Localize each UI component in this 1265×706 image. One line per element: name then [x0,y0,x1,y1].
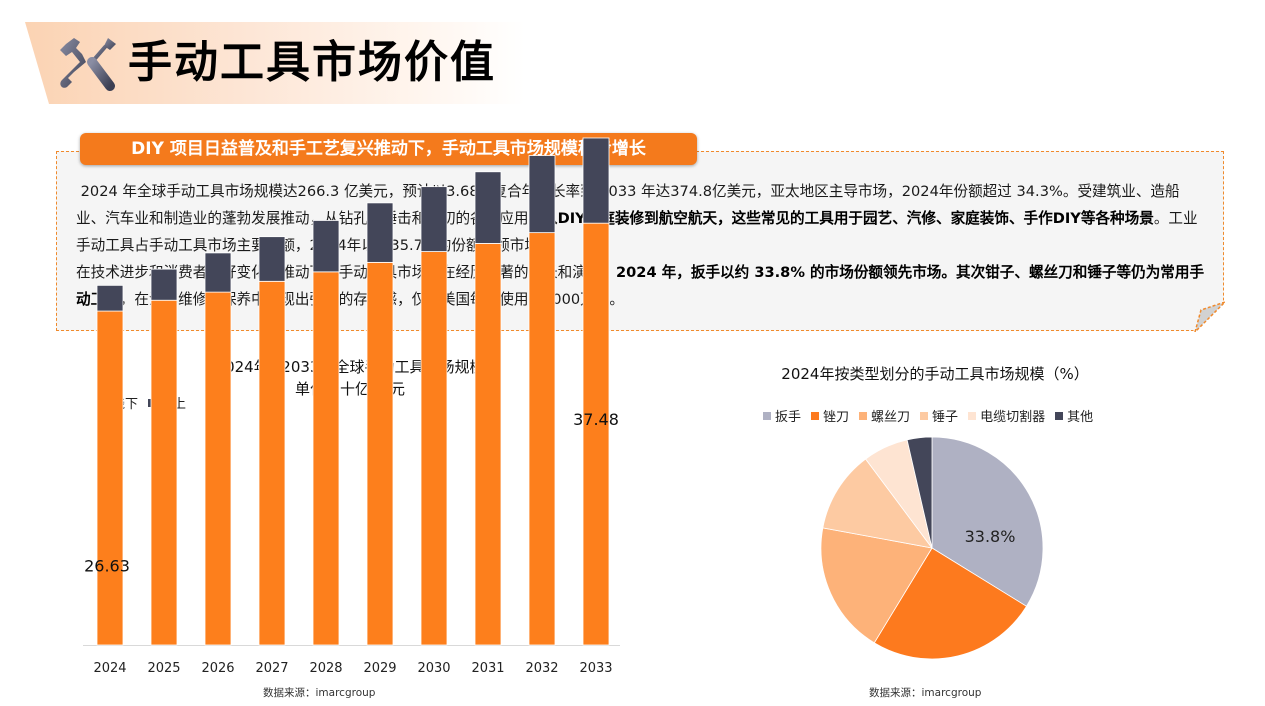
legend-label: 锤子 [932,410,959,425]
bar-online-2029 [366,202,394,263]
bar-total-label: 37.48 [573,410,619,429]
legend-swatch [859,411,868,420]
pie-slice-3 [822,458,933,549]
x-tick-label: 2033 [579,661,612,676]
bar-online-2033 [582,137,610,224]
bar-offline-2029 [366,261,394,646]
legend-swatch [811,411,820,420]
x-tick-label: 2026 [201,661,234,676]
legend-label: 电缆切割器 [980,410,1046,425]
x-tick-label: 2027 [255,661,288,676]
bar-online-2032 [528,155,556,234]
bar-online-2030 [420,186,448,252]
x-tick-label: 2024 [93,661,126,676]
bar-online-2026 [204,252,232,293]
legend-swatch [968,411,977,420]
pie-chart-source: 数据来源：imarcgroup [869,687,982,699]
pie-chart-legend: 扳手 锉刀 螺丝刀 锤子 电缆切割器 其他 [763,406,1103,425]
bar-offline-2031 [474,243,502,646]
x-tick-label: 2032 [525,661,558,676]
legend-item: 扳手 [763,406,801,425]
legend-swatch [763,411,771,420]
legend-item: 电缆切割器 [968,406,1045,425]
legend-item: 螺丝刀 [859,406,910,425]
legend-label: 锉刀 [823,410,850,425]
pie-chart: 33.8% [820,436,1044,660]
bar-total-label: 26.63 [84,557,130,576]
legend-label: 其他 [1067,410,1094,425]
bar-chart: 2024 2025 2026 2027 2028 2029 2030 2031 2032 2033… [83,137,620,676]
legend-item: 锉刀 [811,406,849,425]
bar-offline-2033 [582,222,610,646]
bar-offline-2032 [528,232,556,646]
bar-online-2024 [96,284,124,312]
tools-icon [60,38,116,91]
pie-slice-0 [931,436,1044,607]
bar-online-2028 [312,220,340,273]
bar-online-2031 [474,171,502,244]
legend-label: 螺丝刀 [871,410,911,425]
bar-chart-source: 数据来源：imarcgroup [263,687,376,699]
pie-data-label: 33.8% [965,527,1016,546]
pie-slice-2 [820,527,933,644]
legend-item: 锤子 [920,406,958,425]
bar-offline-2025 [150,299,178,646]
bar-offline-2024 [96,310,124,646]
pie-slice-1 [873,547,1028,660]
bar-offline-2026 [204,291,232,646]
bar-online-2027 [258,236,286,282]
legend-label: 扳手 [775,410,802,425]
info-box [56,151,1224,331]
x-tick-label: 2028 [309,661,342,676]
pie-slice-5 [906,436,933,549]
bar-offline-2030 [420,251,448,646]
legend-swatch [920,411,929,420]
pie-chart-title: 2024年按类型划分的手动工具市场规模（%） [781,365,1089,383]
bar-offline-2027 [258,280,286,646]
x-tick-label: 2031 [471,661,504,676]
x-tick-label: 2030 [417,661,450,676]
page-fold-corner [1194,301,1225,332]
bar-online-2025 [150,268,178,301]
x-tick-label: 2025 [147,661,180,676]
page-title: 手动工具市场价值 [128,37,496,88]
bar-offline-2028 [312,271,340,646]
legend-swatch [1055,411,1064,420]
legend-item: 其他 [1055,406,1093,425]
x-tick-label: 2029 [363,661,396,676]
